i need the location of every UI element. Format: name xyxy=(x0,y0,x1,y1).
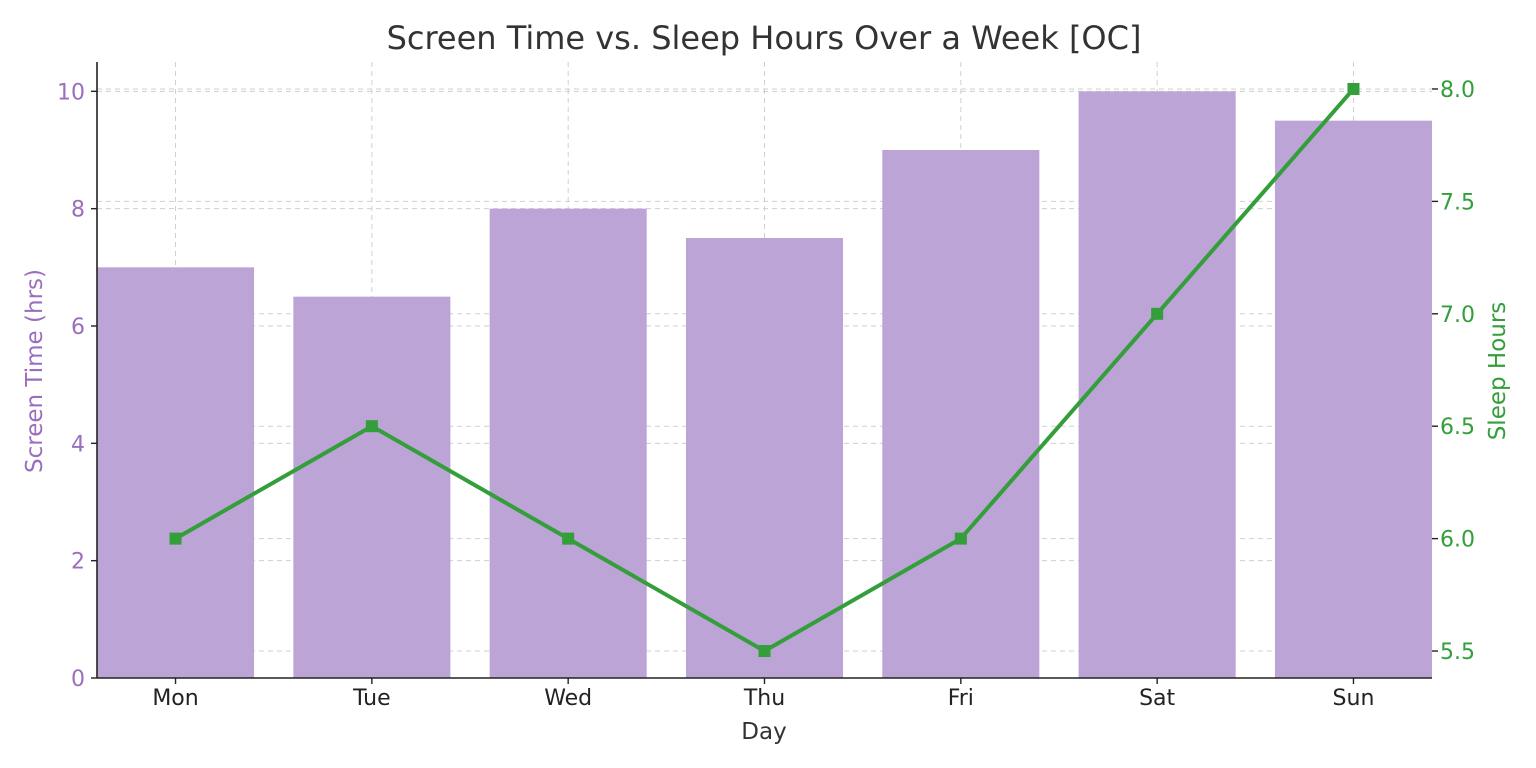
bar-sun xyxy=(1274,120,1432,678)
bar-tue xyxy=(293,296,451,678)
y-right-tick-label: 7.0 xyxy=(1440,303,1475,328)
y-left-axis-label: Screen Time (hrs) xyxy=(22,269,48,473)
bar-fri xyxy=(882,150,1040,678)
x-axis-label: Day xyxy=(741,719,786,745)
axes xyxy=(91,62,1438,684)
bar-wed xyxy=(489,208,647,678)
sleep-marker-thu xyxy=(758,645,771,658)
y-left-tick-label: 8 xyxy=(71,198,85,223)
sleep-marker-sun xyxy=(1347,82,1360,95)
y-right-tick-label: 6.0 xyxy=(1440,528,1475,553)
x-tick-label-thu: Thu xyxy=(743,686,785,711)
sleep-marker-sat xyxy=(1151,307,1164,320)
x-tick-label-fri: Fri xyxy=(948,686,974,711)
x-tick-label-sun: Sun xyxy=(1333,686,1375,711)
y-right-tick-label: 6.5 xyxy=(1440,415,1475,440)
y-right-axis-label: Sleep Hours xyxy=(1485,302,1511,441)
y-right-tick-label: 7.5 xyxy=(1440,190,1475,215)
y-right-tick-label: 8.0 xyxy=(1440,78,1475,103)
y-left-tick-label: 2 xyxy=(71,550,85,575)
sleep-marker-mon xyxy=(169,532,182,545)
bar-series xyxy=(97,91,1432,679)
sleep-marker-fri xyxy=(954,532,967,545)
chart-title: Screen Time vs. Sleep Hours Over a Week … xyxy=(387,19,1142,57)
tick-labels: Mon Tue Wed Thu Fri Sat Sun 0 2 4 6 8 10 5.5 6.0 6.5 7.0… xyxy=(57,78,1475,711)
y-left-tick-label: 0 xyxy=(71,667,85,692)
x-tick-label-mon: Mon xyxy=(152,686,198,711)
x-tick-label-wed: Wed xyxy=(544,686,592,711)
y-left-tick-label: 10 xyxy=(57,80,85,105)
line-series xyxy=(169,82,1360,658)
y-left-tick-label: 4 xyxy=(71,432,85,457)
y-right-tick-label: 5.5 xyxy=(1440,640,1475,665)
sleep-marker-tue xyxy=(365,420,378,433)
bar-mon xyxy=(97,267,255,678)
bar-thu xyxy=(685,238,844,678)
x-tick-label-tue: Tue xyxy=(352,686,391,711)
bar-sat xyxy=(1078,91,1236,679)
x-tick-label-sat: Sat xyxy=(1139,686,1175,711)
sleep-marker-wed xyxy=(562,532,575,545)
y-left-tick-label: 6 xyxy=(71,315,85,340)
